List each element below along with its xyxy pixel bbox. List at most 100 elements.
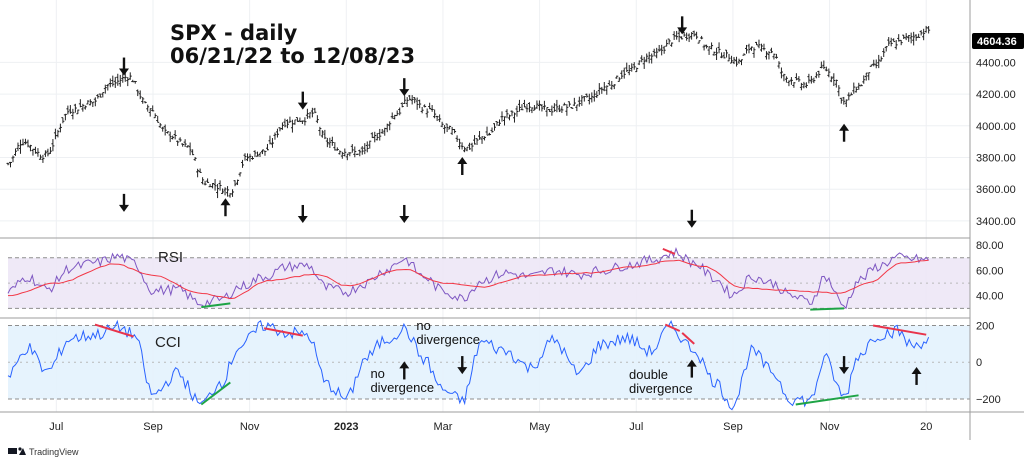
price-bar [183, 139, 187, 147]
price-bar [670, 42, 674, 47]
price-bar [328, 137, 332, 149]
price-bar [408, 95, 412, 101]
price-bar [777, 61, 781, 69]
price-bar [335, 147, 339, 151]
price-bar [857, 82, 861, 90]
price-bar [151, 105, 155, 112]
price-bar [435, 115, 439, 122]
price-tick-label: 4400.00 [976, 57, 1016, 69]
price-bar [463, 146, 467, 153]
price-bar [809, 75, 813, 84]
price-bar [480, 136, 484, 144]
price-bar [350, 144, 354, 153]
price-bar [590, 92, 594, 103]
price-bar [483, 136, 487, 141]
price-bar [415, 97, 419, 110]
price-bar [500, 111, 504, 122]
price-bar [545, 107, 549, 117]
price-bar [625, 62, 629, 72]
price-bar [440, 121, 444, 128]
price-bar [814, 72, 818, 79]
price-bar [632, 62, 636, 70]
price-bar [505, 109, 509, 119]
rsi-divergence-line [662, 247, 676, 255]
price-bar [263, 150, 267, 156]
price-bar [176, 140, 180, 146]
price-bar [288, 116, 292, 123]
price-bar [620, 70, 624, 79]
price-bar [413, 97, 417, 104]
price-bar [837, 85, 841, 97]
price-bar [405, 97, 409, 107]
price-bar [607, 80, 611, 86]
price-bar [710, 42, 714, 50]
price-bar [133, 80, 137, 84]
price-bar [388, 121, 392, 131]
price-bar [532, 105, 536, 111]
cci-tick-label: 0 [976, 357, 982, 369]
price-bar [216, 183, 220, 199]
price-bar [912, 31, 916, 46]
x-tick-label: Jul [629, 421, 643, 433]
price-bar [784, 76, 788, 83]
price-tick-label: 3400.00 [976, 216, 1016, 228]
cci-divergence-line [795, 394, 859, 406]
price-bar [188, 142, 192, 156]
arrow-head [911, 366, 922, 374]
price-bar [168, 131, 172, 143]
price-bar [712, 51, 716, 56]
price-bar [51, 139, 55, 152]
price-bar [899, 39, 903, 46]
price-bar [161, 126, 165, 132]
price-bar [872, 59, 876, 67]
price-bar [325, 137, 329, 148]
price-bar [859, 84, 863, 87]
price-bar [163, 124, 167, 136]
price-bar [123, 72, 127, 82]
price-bar [488, 132, 492, 136]
price-bar [218, 180, 222, 191]
arrow-head [220, 198, 231, 206]
price-bar [403, 95, 407, 104]
arrow-head [457, 157, 468, 165]
price-bar [690, 32, 694, 40]
price-bar [745, 44, 749, 54]
price-bar [789, 77, 793, 85]
price-bar [98, 93, 102, 98]
price-bar [313, 107, 317, 114]
price-bar [420, 106, 424, 114]
annotation-line: no [370, 366, 384, 381]
price-bar [315, 115, 319, 124]
price-bar [378, 128, 382, 141]
price-bar [473, 135, 477, 145]
tradingview-logo[interactable] [8, 447, 26, 455]
price-bar [236, 179, 240, 186]
price-bar [201, 177, 205, 185]
price-bar [772, 53, 776, 60]
price-bar [153, 113, 157, 119]
price-bar [702, 44, 706, 51]
price-bar [390, 112, 394, 119]
arrow-head [297, 102, 308, 110]
price-bar [96, 94, 100, 99]
price-bar [255, 151, 259, 157]
arrow-up-icon [911, 366, 922, 385]
price-bar [203, 180, 207, 186]
price-bar [83, 105, 87, 110]
arrow-up-icon [220, 198, 231, 217]
price-bar [577, 96, 581, 107]
price-bar [66, 105, 70, 115]
price-bar [198, 168, 202, 173]
price-bar [360, 146, 364, 155]
price-bar [605, 85, 609, 95]
price-bar [797, 76, 801, 82]
price-bar [919, 30, 923, 36]
arrow-up-icon [457, 157, 468, 176]
price-bar [889, 37, 893, 47]
cci-line [7, 319, 930, 411]
arrow-head [399, 89, 410, 97]
price-bar [231, 189, 235, 197]
price-bar [692, 30, 696, 37]
